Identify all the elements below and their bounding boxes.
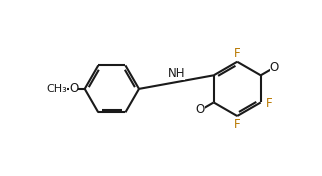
Text: F: F <box>266 98 272 110</box>
Text: F: F <box>234 47 241 60</box>
Text: CH₃: CH₃ <box>46 84 67 94</box>
Text: O: O <box>270 61 279 74</box>
Text: NH: NH <box>167 67 185 80</box>
Text: O: O <box>195 103 205 116</box>
Text: F: F <box>234 118 241 131</box>
Text: O: O <box>69 82 78 95</box>
